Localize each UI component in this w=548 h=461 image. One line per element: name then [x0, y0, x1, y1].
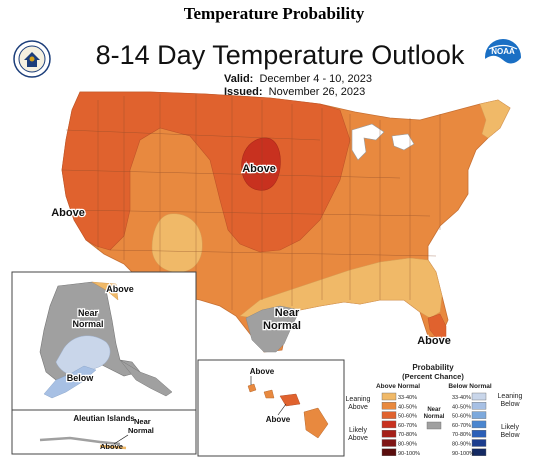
conus-region-above-33-40-southwest — [151, 213, 203, 273]
legend-above-range-6: 90-100% — [398, 451, 420, 457]
valid-dates-line: Valid: December 4 - 10, 2023 — [224, 73, 372, 85]
page-heading: Temperature Probability — [183, 4, 365, 23]
legend-title: Probability — [412, 363, 454, 372]
alaska-region-below-33-40 — [55, 335, 111, 376]
legend-above-range-0: 33-40% — [398, 395, 417, 401]
legend-above-swatch-2 — [381, 411, 397, 419]
legend-leaning-above-2: Above — [348, 404, 368, 411]
legend-likely-above-1: Likely — [349, 427, 367, 434]
label-texas-normal: Normal — [263, 320, 301, 332]
legend-below-range-4: 70-80% — [452, 432, 471, 438]
issued-date: November 26, 2023 — [268, 86, 366, 98]
label-northern-plains-above: Above — [242, 163, 276, 175]
legend-below-swatch-6 — [471, 448, 487, 456]
legend-below-range-1: 40-50% — [452, 404, 471, 410]
label-aleutian-above: Above — [100, 442, 123, 451]
legend-above-range-3: 60-70% — [398, 423, 417, 429]
legend-above-swatch-4 — [381, 430, 397, 438]
label-aleutian-normal: Normal — [128, 426, 154, 435]
valid-label: Valid: — [224, 73, 254, 85]
legend-near-normal-swatch — [426, 421, 442, 430]
alaska-inset — [11, 271, 197, 411]
label-alaska-near: Near — [78, 308, 99, 318]
legend-above-swatch-1 — [381, 402, 397, 410]
legend-above-swatch-6 — [381, 448, 397, 456]
label-hawaii-above-1: Above — [250, 367, 275, 376]
legend-above-range-5: 80-90% — [398, 442, 417, 448]
legend-likely-below-1: Likely — [501, 424, 519, 431]
legend-near-header-2: Normal — [424, 414, 445, 420]
label-aleutian-title: Aleutian Islands — [73, 414, 135, 423]
conus-region-above-33-40-northeast — [479, 99, 511, 139]
aleutian-inset — [11, 409, 197, 455]
legend-below-swatch-2 — [471, 411, 487, 419]
legend-below-swatch-3 — [471, 420, 487, 429]
legend-below-range-6: 90-100% — [452, 451, 474, 457]
legend-above-header: Above Normal — [376, 383, 420, 390]
valid-dates: December 4 - 10, 2023 — [259, 73, 372, 85]
issued-label: Issued: — [224, 86, 263, 98]
label-aleutian-near: Near — [134, 417, 151, 426]
legend-below-swatch-5 — [471, 439, 487, 447]
legend-below-rows: 33-40% 40-50% 50-60% 60-70% 70-80% 80-90% 90-1… — [452, 392, 487, 457]
conus-region-above-50-60-florida — [427, 313, 447, 341]
legend-below-range-3: 60-70% — [452, 423, 471, 429]
legend-above-range-4: 70-80% — [398, 432, 417, 438]
noaa-logo-text: NOAA — [491, 47, 515, 56]
legend-below-swatch-4 — [471, 430, 487, 438]
legend-above-swatch-3 — [381, 420, 397, 429]
probability-legend: Probability (Percent Chance) Above Norma… — [346, 363, 523, 457]
label-florida-above: Above — [417, 335, 451, 347]
alaska-region-above-33-40 — [91, 281, 119, 301]
conus-region-near-normal-texas — [245, 305, 301, 353]
legend-below-header: Below Normal — [448, 383, 492, 390]
issued-date-line: Issued: November 26, 2023 — [224, 86, 365, 98]
label-texas-near: Near — [275, 307, 300, 319]
label-hawaii-above-2: Above — [266, 415, 291, 424]
legend-leaning-below-2: Below — [500, 401, 520, 408]
alaska-region-below-40-50 — [43, 365, 97, 399]
label-west-coast-above: Above — [51, 207, 85, 219]
legend-above-rows: 33-40% 40-50% 50-60% 60-70% 70-80% 80-90% 90-1… — [381, 392, 420, 457]
conus-region-above-50-60-west — [61, 91, 351, 253]
alaska-panhandle — [119, 359, 173, 397]
noaa-logo-icon: NOAA — [484, 38, 522, 80]
legend-above-range-2: 50-60% — [398, 414, 417, 420]
legend-subtitle: (Percent Chance) — [402, 372, 464, 381]
conus-region-above-60-70 — [241, 137, 281, 191]
legend-above-swatch-5 — [381, 439, 397, 447]
legend-near-header-1: Near — [427, 407, 441, 413]
legend-leaning-above-1: Leaning — [346, 396, 371, 403]
legend-below-range-5: 80-90% — [452, 442, 471, 448]
label-alaska-below: Below — [67, 373, 95, 383]
legend-leaning-below-1: Leaning — [498, 393, 523, 400]
legend-below-range-0: 33-40% — [452, 395, 471, 401]
hawaii-inset — [197, 359, 345, 457]
great-lakes — [351, 123, 415, 161]
state-borders — [61, 94, 441, 310]
label-alaska-normal: Normal — [72, 319, 103, 329]
legend-above-range-1: 40-50% — [398, 404, 417, 410]
legend-likely-above-2: Above — [348, 435, 368, 442]
legend-below-swatch-1 — [471, 402, 487, 410]
map-title: 8-14 Day Temperature Outlook — [95, 40, 465, 70]
legend-below-swatch-0 — [471, 392, 487, 401]
legend-likely-below-2: Below — [500, 432, 520, 439]
department-of-commerce-seal-icon — [13, 40, 51, 78]
legend-above-swatch-0 — [381, 392, 397, 401]
legend-below-range-2: 50-60% — [452, 414, 471, 420]
label-alaska-above: Above — [106, 284, 134, 294]
conus-region-above-33-40-southeast — [239, 257, 443, 321]
